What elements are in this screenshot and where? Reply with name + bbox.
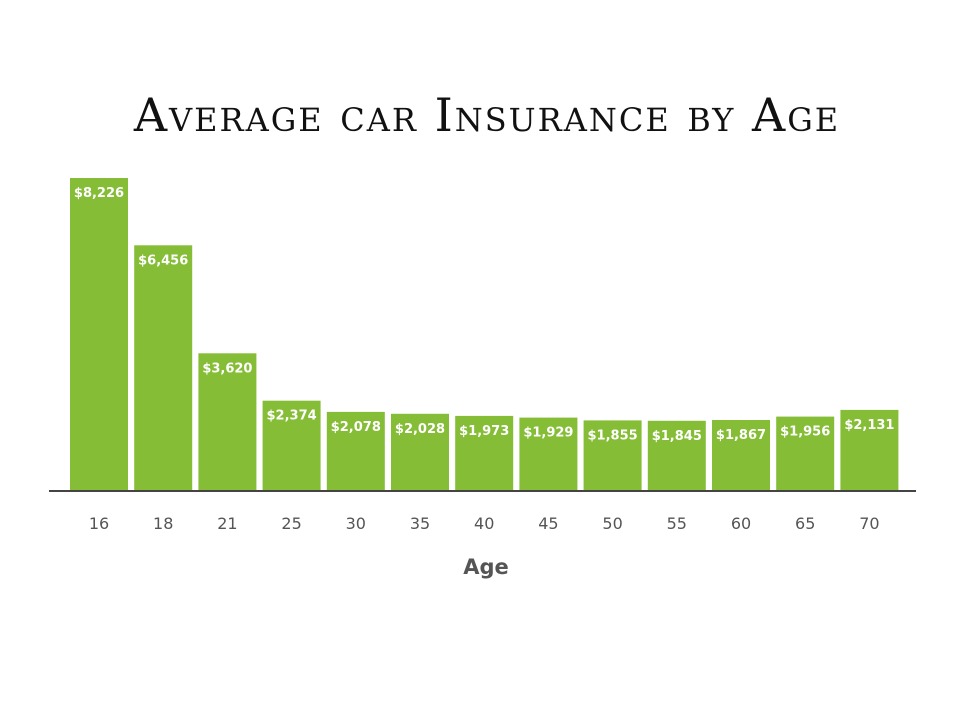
bar-value-label: $3,620 bbox=[202, 361, 252, 376]
bar-value-label: $8,226 bbox=[74, 186, 124, 201]
bar-21 bbox=[198, 353, 257, 491]
bar-value-label: $2,374 bbox=[267, 409, 317, 424]
bar-30 bbox=[326, 411, 385, 491]
bar-25 bbox=[262, 400, 321, 491]
bar-value-label: $2,028 bbox=[395, 422, 445, 437]
x-tick-label: 30 bbox=[346, 514, 366, 533]
bar-50 bbox=[583, 420, 642, 491]
bar-value-label: $1,855 bbox=[588, 428, 638, 443]
bar-labels-group: $8,226 $6,456 $3,620 $2,374 $2,078 $2,028 $1,9… bbox=[74, 186, 895, 444]
bar-60 bbox=[712, 420, 770, 491]
x-tick-label: 25 bbox=[281, 514, 301, 533]
bar-65 bbox=[776, 416, 835, 491]
x-tick-label: 60 bbox=[731, 514, 751, 533]
bar-value-label: $2,078 bbox=[331, 420, 381, 435]
bars-group bbox=[70, 178, 899, 491]
bar-35 bbox=[391, 413, 449, 491]
bar-16 bbox=[70, 178, 128, 491]
bar-value-label: $1,956 bbox=[780, 425, 830, 440]
bar-value-label: $6,456 bbox=[138, 253, 188, 268]
bar-18 bbox=[134, 245, 193, 491]
bar-value-label: $1,929 bbox=[523, 426, 573, 441]
x-tick-label: 70 bbox=[859, 514, 879, 533]
x-tick-labels-group: 16 18 21 25 30 35 40 45 50 55 60 65 70 bbox=[89, 514, 880, 533]
x-tick-label: 55 bbox=[667, 514, 687, 533]
x-tick-label: 65 bbox=[795, 514, 815, 533]
x-tick-label: 45 bbox=[538, 514, 558, 533]
bar-value-label: $1,973 bbox=[459, 424, 509, 439]
bar-value-label: $1,845 bbox=[652, 429, 702, 444]
x-tick-label: 40 bbox=[474, 514, 494, 533]
chart-title: Average car Insurance by Age bbox=[133, 88, 841, 142]
x-tick-label: 16 bbox=[89, 514, 109, 533]
bar-value-label: $2,131 bbox=[844, 418, 894, 433]
bar-45 bbox=[519, 417, 578, 491]
bar-70 bbox=[840, 409, 899, 491]
x-tick-label: 50 bbox=[602, 514, 622, 533]
x-tick-label: 18 bbox=[153, 514, 173, 533]
bar-55 bbox=[647, 420, 706, 491]
bar-40 bbox=[455, 415, 514, 491]
x-tick-label: 35 bbox=[410, 514, 430, 533]
x-tick-label: 21 bbox=[217, 514, 237, 533]
x-axis-title: Age bbox=[463, 555, 509, 579]
bar-value-label: $1,867 bbox=[716, 428, 766, 443]
